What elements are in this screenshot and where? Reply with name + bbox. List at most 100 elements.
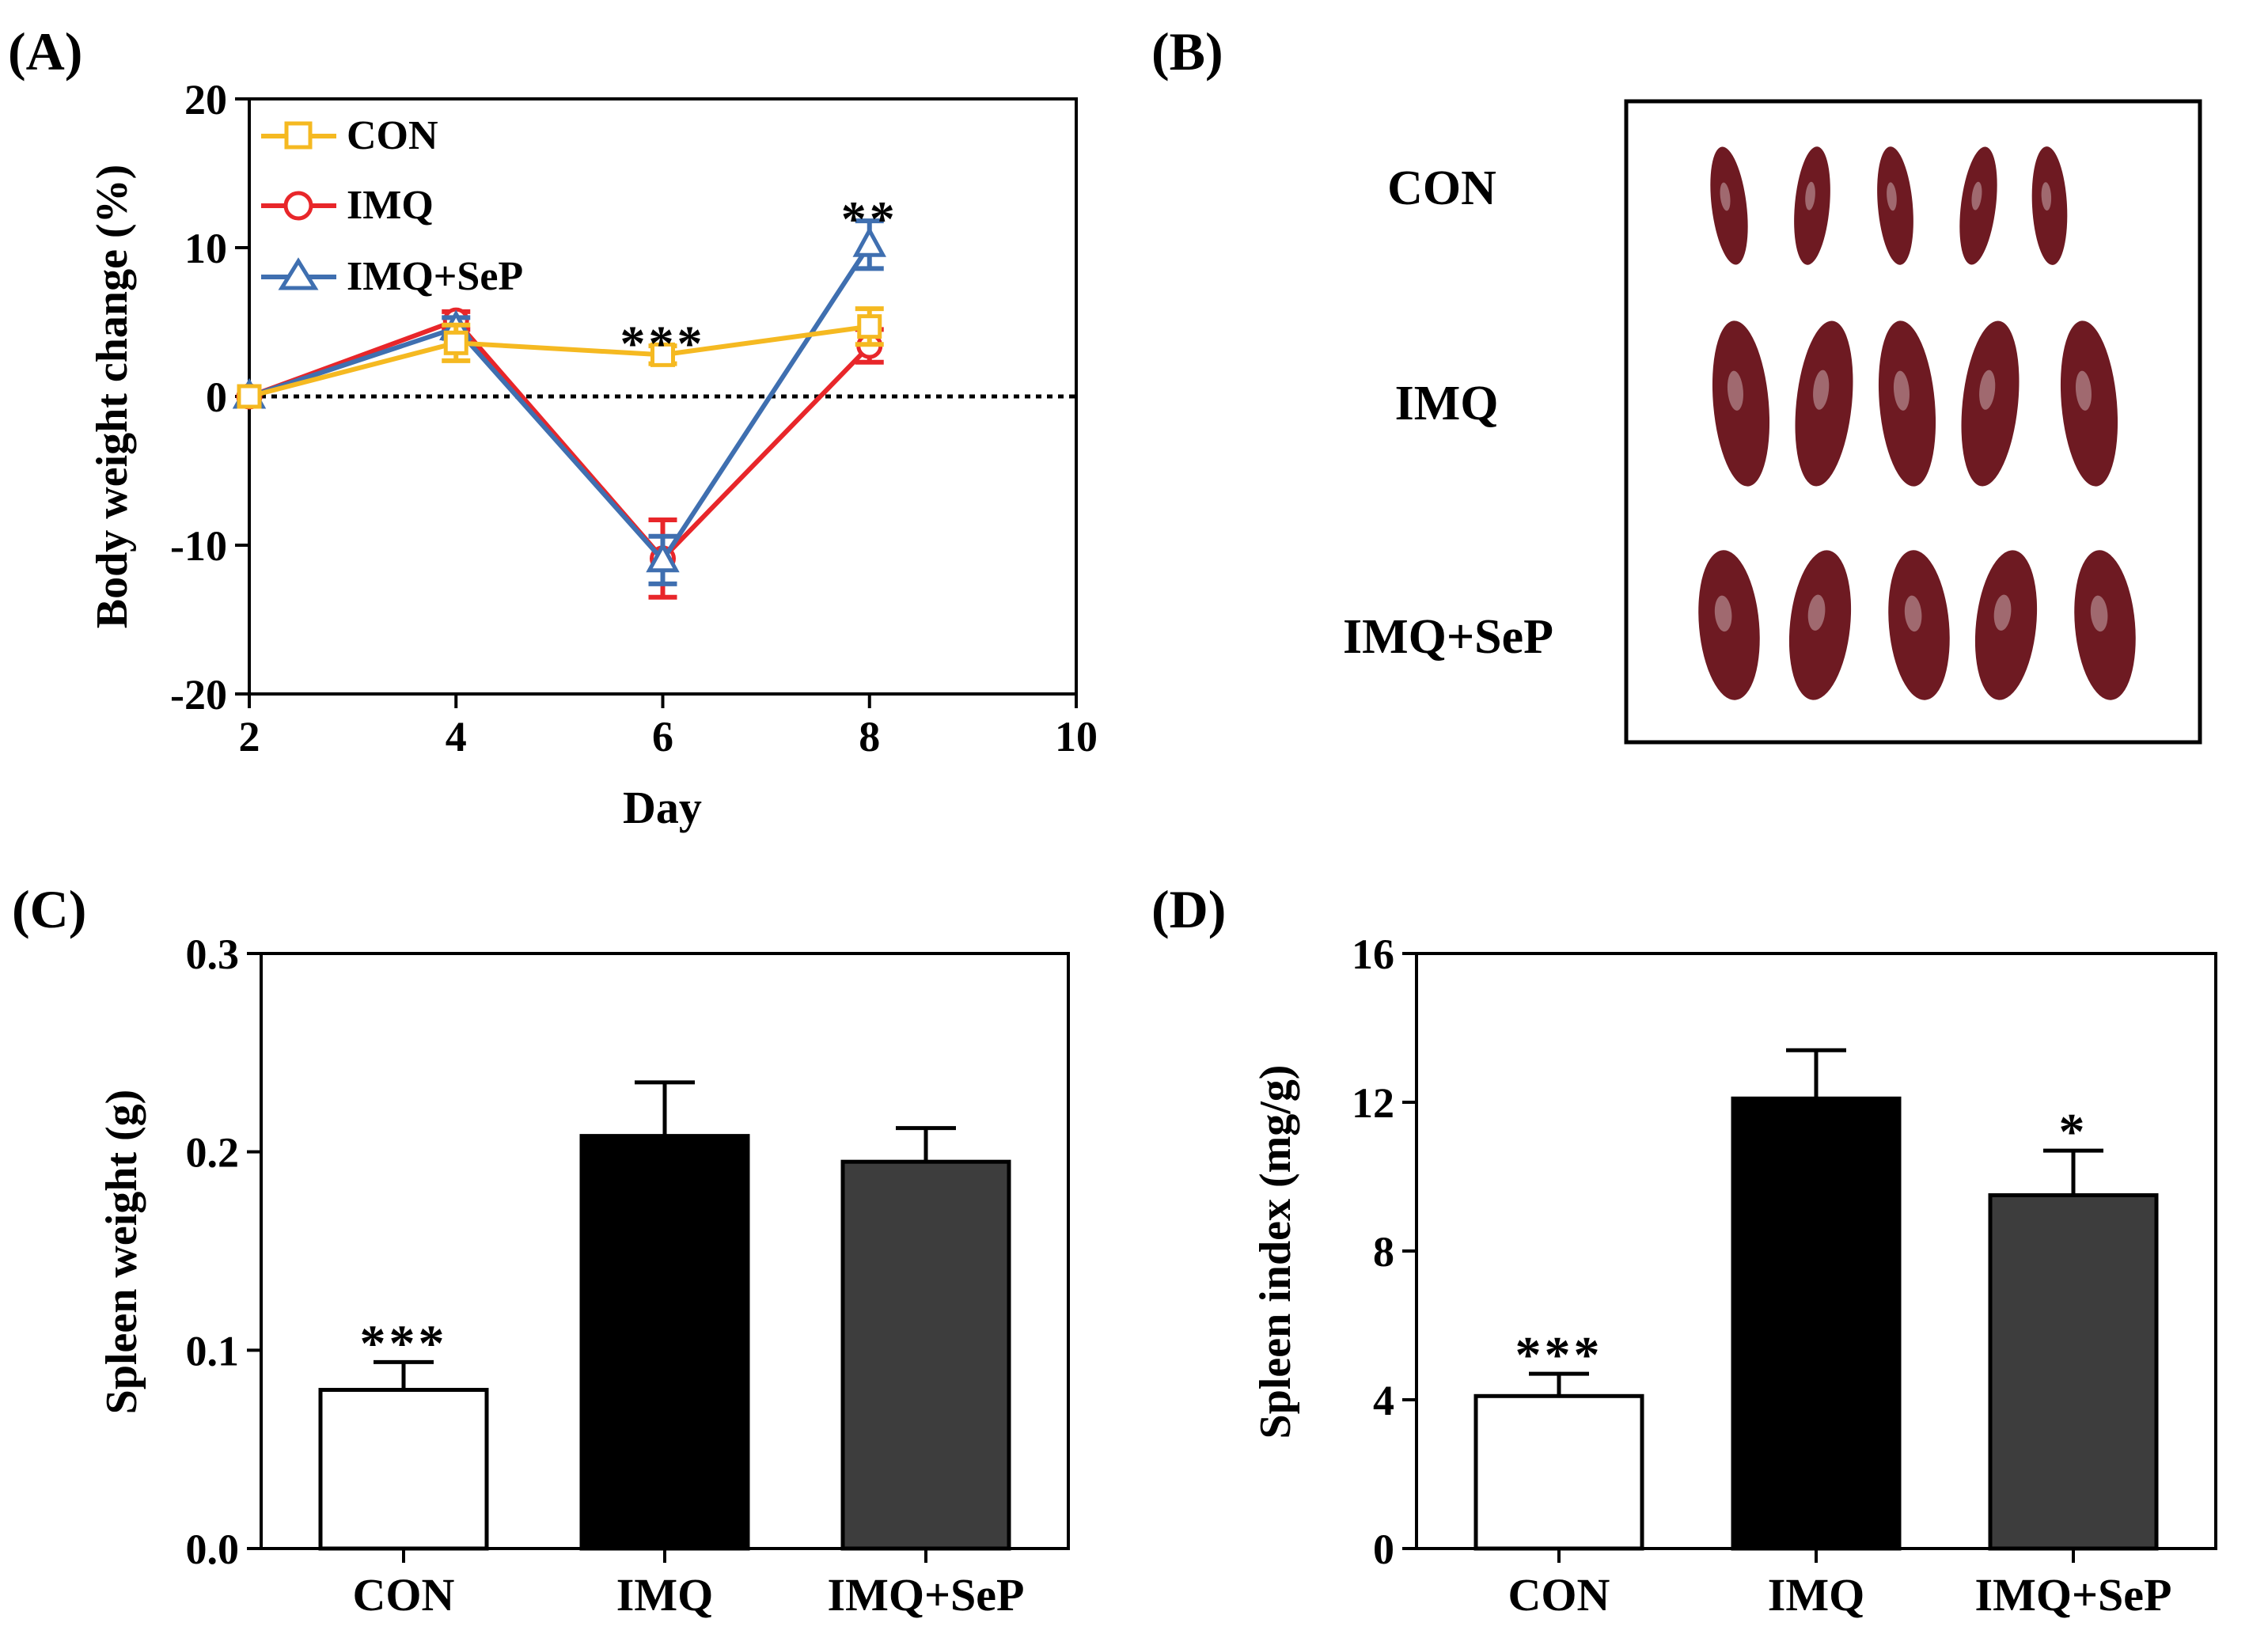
panel-c-bars: CON *** IMQ IMQ+SeP: [318, 1080, 1024, 1621]
spleen-specimen: [2060, 320, 2118, 487]
spleen-body: [2031, 146, 2068, 265]
x-tick-label: IMQ: [616, 1569, 713, 1621]
spleen-row-label-imq: IMQ: [1395, 377, 1499, 430]
spleen-body: [1878, 320, 1936, 487]
spleen-specimen: [1974, 550, 2038, 700]
bar: [1988, 1193, 2159, 1551]
y-tick-label: 0.0: [186, 1526, 240, 1573]
spleen-body: [1959, 146, 1997, 265]
x-tick-label: 10: [1055, 713, 1098, 760]
panel-c-label: (C): [12, 879, 86, 939]
bar: [318, 1387, 489, 1551]
spleen-body: [2060, 320, 2118, 487]
series-line: [248, 318, 871, 561]
spleen-highlight: [1813, 370, 1830, 410]
significance-marker: ***: [360, 1314, 448, 1372]
bar-con: CON ***: [318, 1314, 489, 1621]
spleen-photo: [1698, 146, 2136, 700]
panel-c-y-ticks: 0.0 0.1 0.2 0.3: [186, 931, 261, 1573]
legend-imq-sep-label: IMQ+SeP: [347, 254, 523, 299]
spleen-specimen: [1959, 146, 1997, 265]
spleen-highlight: [1893, 370, 1910, 411]
spleen-highlight: [1904, 595, 1922, 632]
spleen-specimen: [1794, 146, 1830, 265]
panel-a-annotations: *****: [620, 191, 898, 372]
spleen-body: [1788, 550, 1852, 700]
panel-d-label: (D): [1151, 879, 1226, 939]
spleen-specimen: [1961, 320, 2020, 487]
spleen-specimen: [1888, 550, 1950, 700]
x-tick-label: CON: [353, 1569, 455, 1621]
panel-a-y-ticks: -20 -10 0 10 20: [170, 76, 249, 718]
spleen-highlight: [1971, 181, 1982, 210]
legend-con-marker: [284, 121, 313, 150]
y-tick-label: 0.1: [186, 1327, 240, 1374]
panel-a-legend: CON IMQ IMQ+SeP: [261, 113, 523, 299]
data-point: [443, 330, 468, 355]
series-con: [237, 306, 884, 409]
spleen-body: [1794, 146, 1830, 265]
y-tick-label: -10: [170, 522, 227, 570]
panel-b: (B) CON IMQ IMQ+SeP: [1151, 21, 2202, 745]
spleen-specimen: [2074, 550, 2136, 700]
panel-d-y-ticks: 0 4 8 12 16: [1352, 931, 1417, 1573]
panel-a-label: (A): [8, 21, 82, 82]
panel-d-y-axis-label: Spleen index (mg/g): [1251, 1065, 1300, 1439]
y-tick-label: 16: [1352, 931, 1394, 978]
y-tick-label: 12: [1352, 1079, 1394, 1127]
legend-item-con: CON: [261, 113, 438, 158]
spleen-row-label-con: CON: [1387, 161, 1496, 215]
y-tick-label: 10: [184, 225, 227, 272]
bar-imq-sep: IMQ+SeP: [828, 1126, 1024, 1621]
spleen-highlight: [1714, 595, 1732, 632]
spleen-highlight: [1720, 182, 1731, 211]
spleen-highlight: [1887, 182, 1897, 211]
legend-item-imq: IMQ: [261, 183, 434, 228]
legend-imq-marker: [283, 191, 313, 221]
legend-imq-sep-marker: [278, 257, 319, 290]
data-point: [237, 384, 262, 409]
significance-marker: ***: [620, 316, 706, 372]
spleen-body: [1795, 320, 1853, 487]
data-point: [650, 342, 675, 367]
significance-marker: *: [2059, 1103, 2088, 1161]
x-tick-label: 8: [859, 713, 880, 760]
y-tick-label: -20: [170, 671, 227, 718]
bar-imq: IMQ: [1731, 1048, 1902, 1621]
spleen-body: [1712, 320, 1770, 487]
spleen-specimen: [1877, 146, 1913, 265]
data-point: [857, 314, 882, 339]
y-tick-label: 20: [184, 76, 227, 123]
y-tick-label: 0: [206, 373, 227, 421]
panel-b-label: (B): [1151, 21, 1223, 82]
panel-c-y-axis-label: Spleen weight (g): [97, 1090, 146, 1415]
spleen-body: [1961, 320, 2020, 487]
spleen-body: [1974, 550, 2038, 700]
bar-imq: IMQ: [579, 1080, 750, 1621]
bar: [579, 1134, 750, 1551]
panel-d-bars: CON *** IMQ IMQ+SeP *: [1473, 1048, 2171, 1621]
spleen-specimen: [1878, 320, 1936, 487]
spleen-highlight: [1993, 594, 2012, 631]
panel-d: (D) 0 4 8 12 16 CON *** IMQ IMQ+SeP * Spleen ind…: [1151, 879, 2217, 1621]
significance-marker: **: [841, 191, 898, 247]
x-tick-label: 2: [239, 713, 260, 760]
data-point: [646, 541, 680, 573]
spleen-highlight: [1805, 181, 1815, 210]
spleen-highlight: [1807, 594, 1826, 631]
series-imq: [236, 307, 884, 600]
panel-a-series: [232, 218, 886, 600]
spleen-specimen: [1710, 146, 1748, 265]
panel-a-x-ticks: 2 4 6 8 10: [239, 694, 1098, 760]
spleen-body: [1698, 550, 1760, 700]
spleen-highlight: [1727, 370, 1743, 411]
series-line: [248, 324, 870, 399]
spleen-specimen: [1795, 320, 1853, 487]
bar: [840, 1159, 1011, 1551]
series-line: [248, 243, 872, 563]
bar-con: CON ***: [1473, 1326, 1644, 1621]
x-tick-label: IMQ: [1768, 1569, 1864, 1621]
spleen-row-label-imq-sep: IMQ+SeP: [1343, 610, 1553, 664]
legend-item-imq-sep: IMQ+SeP: [261, 254, 523, 299]
